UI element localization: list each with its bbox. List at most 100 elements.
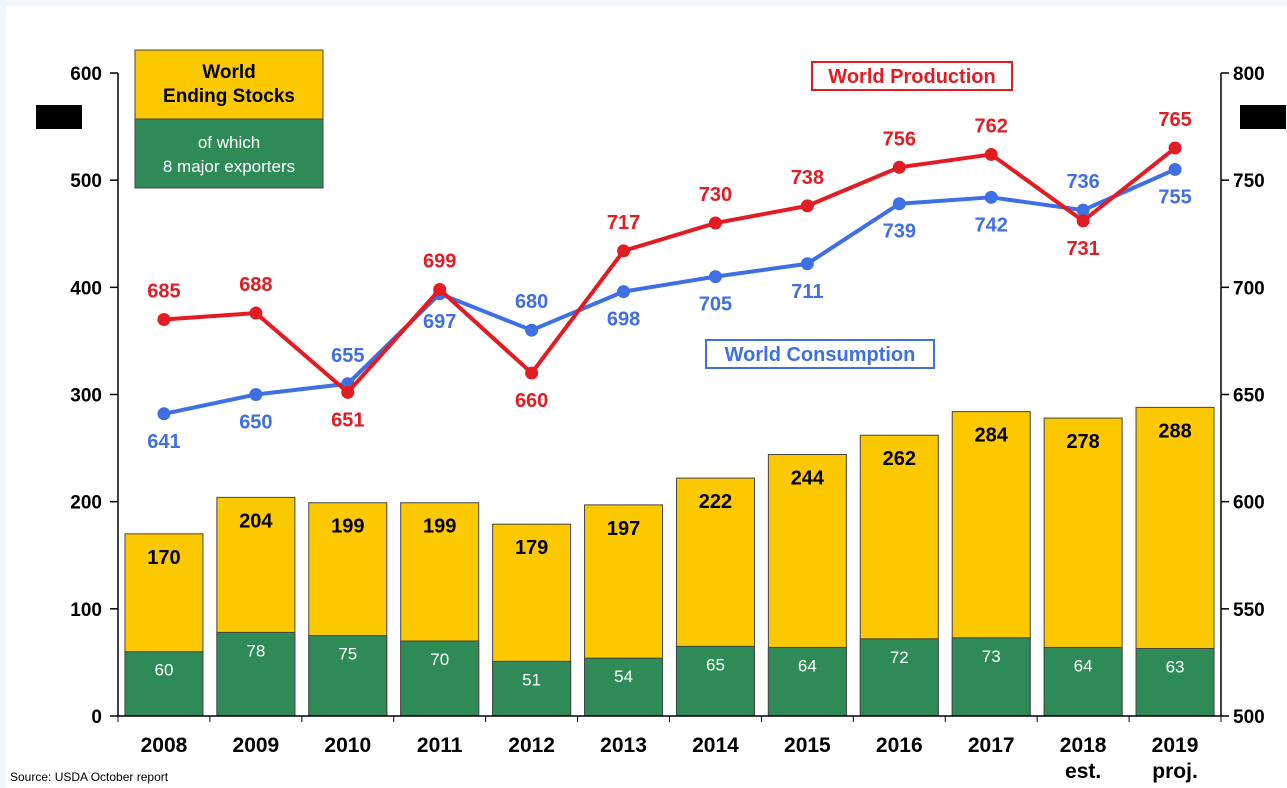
stocks-value-label: 278 [1066, 431, 1099, 453]
stocks-value-label: 170 [147, 547, 180, 569]
exporters-value-label: 64 [1074, 656, 1093, 675]
production-value-label: 688 [239, 274, 272, 296]
production-value-label: 762 [975, 115, 1008, 137]
legend-exporters-swatch [134, 118, 324, 189]
x-tick-label: 2016 [876, 734, 923, 757]
production-title-box [811, 61, 1013, 91]
exporters-value-label: 78 [246, 641, 265, 660]
x-tick-sublabel: proj. [1152, 760, 1198, 783]
stocks-value-label: 199 [331, 516, 364, 538]
right-tick-label: 600 [1233, 493, 1265, 514]
left-tick-label: 100 [70, 600, 102, 621]
x-tick-sublabel: est. [1065, 760, 1101, 783]
consumption-line-point [249, 388, 263, 401]
stocks-value-label: 244 [791, 468, 825, 490]
left-unit-label: M t [45, 108, 73, 129]
production-value-label: 730 [699, 184, 732, 206]
left-unit-box [36, 105, 82, 129]
production-value-label: 765 [1158, 109, 1191, 131]
production-value-label: 717 [607, 212, 640, 234]
left-tick-label: 300 [70, 386, 102, 407]
left-tick-label: 500 [70, 171, 102, 192]
x-tick-label: 2014 [692, 734, 739, 757]
exporters-value-label: 65 [706, 655, 725, 674]
x-tick-label: 2015 [784, 734, 831, 757]
x-tick-label: 2018 [1060, 734, 1107, 757]
exporters-value-label: 72 [890, 648, 909, 667]
consumption-value-label: 698 [607, 309, 640, 331]
x-tick-label: 2010 [324, 734, 371, 757]
stocks-value-label: 179 [515, 537, 548, 559]
consumption-value-label: 697 [423, 311, 456, 333]
production-line-point [617, 244, 631, 258]
production-line-point [1168, 141, 1182, 155]
stocks-value-label: 288 [1158, 420, 1191, 442]
exporters-bar-2013 [584, 657, 664, 717]
exporters-bar-2012 [492, 660, 572, 717]
production-line-point [708, 216, 722, 230]
x-tick-label: 2019 [1152, 734, 1199, 757]
production-line-point [984, 147, 998, 161]
x-tick-label: 2012 [508, 734, 555, 757]
consumption-title-box [705, 339, 935, 369]
x-tick-label: 2011 [417, 734, 463, 757]
legend-exporters-label: 8 major exporters [163, 157, 295, 176]
exporters-value-label: 73 [982, 647, 1001, 666]
source-note: Source: USDA October report [10, 770, 169, 784]
production-line-point [249, 306, 263, 320]
legend-exporters-label: of which [198, 133, 260, 152]
consumption-title: World Consumption [725, 344, 916, 366]
exporters-bar-2017 [951, 637, 1031, 717]
exporters-bar-2014 [675, 645, 755, 717]
right-unit-box [1240, 105, 1286, 129]
right-tick-label: 550 [1233, 600, 1265, 621]
right-tick-label: 800 [1233, 64, 1265, 85]
consumption-value-label: 755 [1158, 186, 1191, 208]
stocks-value-label: 284 [975, 425, 1009, 447]
x-tick-label: 2009 [233, 734, 280, 757]
production-value-label: 738 [791, 167, 824, 189]
consumption-value-label: 705 [699, 294, 732, 316]
left-tick-label: 400 [70, 278, 102, 299]
production-line-point [433, 282, 447, 296]
right-tick-label: 700 [1233, 278, 1265, 299]
production-value-label: 685 [147, 280, 180, 302]
stocks-value-label: 262 [883, 448, 916, 470]
exporters-value-label: 70 [430, 650, 449, 669]
stocks-value-label: 204 [239, 510, 273, 532]
production-line-point [525, 366, 539, 380]
x-tick-label: 2008 [141, 734, 188, 757]
production-value-label: 699 [423, 250, 456, 272]
consumption-line-point [1168, 162, 1182, 176]
exporters-bar-2015 [767, 646, 847, 717]
production-title: World Production [828, 66, 995, 88]
production-line-point [157, 312, 171, 326]
production-value-label: 660 [515, 390, 548, 412]
consumption-value-label: 655 [331, 345, 364, 367]
consumption-line-point [1076, 203, 1090, 217]
consumption-value-label: 650 [239, 412, 272, 434]
stocks-value-label: 199 [423, 516, 456, 538]
exporters-bar-2009 [216, 631, 296, 717]
production-value-label: 651 [331, 409, 364, 431]
production-line-point [1076, 214, 1090, 228]
production-value-label: 731 [1066, 238, 1099, 260]
x-tick-label: 2013 [600, 734, 647, 757]
stocks-value-label: 197 [607, 518, 640, 540]
production-line [163, 146, 1177, 395]
consumption-line-point [800, 257, 814, 271]
exporters-bar-2018 [1043, 646, 1123, 717]
consumption-line [163, 167, 1176, 416]
consumption-line-point [708, 270, 722, 284]
production-line-point [892, 160, 906, 174]
exporters-bar-2008 [124, 651, 204, 717]
consumption-line-point [892, 197, 906, 211]
exporters-bar-2010 [308, 635, 388, 717]
exporters-value-label: 60 [154, 661, 173, 680]
consumption-value-label: 680 [515, 291, 548, 313]
stocks-production-chart: 170 60 204 78 199 75 199 70 179 51 197 54 222 65 244 64… [36, 49, 1286, 783]
exporters-bar-2016 [859, 638, 939, 717]
consumption-value-label: 641 [147, 431, 180, 453]
consumption-line-point [525, 323, 539, 337]
consumption-line-point [157, 407, 171, 421]
